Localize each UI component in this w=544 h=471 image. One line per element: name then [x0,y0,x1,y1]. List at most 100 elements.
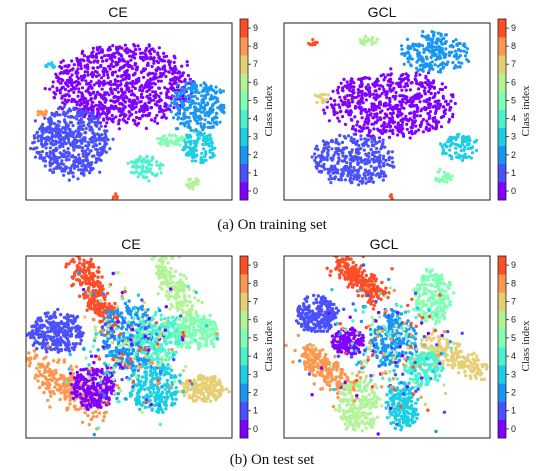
scatter-point-class-0 [76,384,79,387]
scatter-point-class-2 [109,315,112,318]
scatter-point-class-1 [44,164,47,167]
scatter-point-class-8 [69,375,72,378]
scatter-point-class-1 [74,146,77,149]
scatter-point-class-0 [378,94,381,97]
panel-title-gcl-train: GCL [368,4,397,20]
scatter-point-class-2 [183,88,186,91]
scatter-point-class-0 [332,90,335,93]
scatter-point-class-0 [68,79,71,82]
scatter-point-class-0 [424,76,427,79]
scatter-point-class-0 [138,48,141,51]
scatter-point-class-8 [20,374,23,377]
scatter-point-class-0 [86,74,89,77]
scatter-point-class-1 [90,149,93,152]
scatter-point-class-2 [130,321,133,324]
scatter-point-class-1 [75,114,78,117]
scatter-point-class-0 [79,396,82,399]
scatter-point-class-0 [64,100,67,103]
scatter-point-class-0 [164,69,167,72]
scatter-point-class-2 [457,61,460,64]
scatter-point-class-0 [379,111,382,114]
scatter-point-class-0 [366,134,369,137]
scatter-point-class-0 [449,100,452,103]
scatter-point-class-1 [383,173,386,176]
scatter-point-class-3 [213,154,216,157]
scatter-point-class-0 [376,128,379,131]
scatter-point-class-0 [163,86,166,89]
scatter-point-class-8 [37,363,40,366]
scatter-point-class-4 [155,164,158,167]
scatter-point-class-1 [314,156,317,159]
scatter-point-class-0 [346,80,349,83]
scatter-point-class-9 [88,261,91,264]
scatter-point-class-0 [70,73,73,76]
colorbar-tick-label: 4 [511,114,516,124]
scatter-point-class-1 [70,332,73,335]
scatter-point-class-0 [350,119,353,122]
scatter-point-class-2 [215,112,218,115]
scatter-point-class-1 [42,137,45,140]
scatter-point-class-9 [87,288,90,291]
scatter-point-class-3 [200,156,203,159]
scatter-point-class-0 [373,85,376,88]
scatter-point-class-0 [73,98,76,101]
scatter-point-class-1 [76,177,79,180]
scatter-point-class-2 [194,116,197,119]
scatter-point-class-1 [58,327,61,330]
scatter-point-class-0 [102,117,105,120]
scatter-point-class-0 [428,117,431,120]
scatter-point-class-0 [117,91,120,94]
scatter-point-class-0 [124,48,127,51]
scatter-point-class-0 [137,122,140,125]
scatter-point-class-0 [409,136,412,139]
scatter-point-class-2 [400,48,403,51]
scatter-point-class-0 [99,113,102,116]
scatter-point-class-2 [464,54,467,57]
scatter-point-class-1 [36,333,39,336]
scatter-point-class-1 [391,165,394,168]
scatter-point-class-1 [53,325,56,328]
scatter-point-class-5 [437,171,440,174]
scatter-point-class-0 [421,108,424,111]
scatter-point-class-1 [368,161,371,164]
scatter-point-class-1 [359,134,362,137]
scatter-point-class-6 [376,38,379,41]
scatter-point-class-2 [212,126,215,129]
scatter-point-class-0 [333,113,336,116]
scatter-point-class-8 [36,379,39,382]
scatter-point-class-0 [187,74,190,77]
scatter-point-class-0 [347,99,350,102]
scatter-point-class-0 [66,83,69,86]
scatter-point-class-4 [142,157,145,160]
scatter-point-class-1 [52,336,55,339]
colorbar-swatch-7 [240,55,248,73]
scatter-point-class-6 [363,43,366,46]
scatter-point-class-0 [345,110,348,113]
scatter-point-class-3 [454,152,457,155]
colorbar-tick-label: 3 [511,132,516,142]
scatter-point-class-0 [160,80,163,83]
scatter-point-class-5 [168,134,171,137]
scatter-point-class-4 [155,160,158,163]
scatter-point-class-0 [118,84,121,87]
scatter-point-class-2 [185,107,188,110]
scatter-point-class-0 [92,50,95,53]
scatter-point-class-1 [379,154,382,157]
scatter-point-class-1 [64,342,67,345]
scatter-point-class-1 [55,111,58,114]
scatter-point-class-0 [134,62,137,65]
scatter-point-class-0 [407,79,410,82]
scatter-point-class-1 [73,318,76,321]
scatter-point-class-6 [362,40,365,43]
scatter-point-class-0 [388,120,391,123]
scatter-point-class-8 [59,398,62,401]
scatter-point-class-1 [78,132,81,135]
scatter-point-class-1 [91,155,94,158]
scatter-point-class-2 [221,108,224,111]
scatter-point-class-1 [43,335,46,338]
scatter-point-class-1 [391,150,394,153]
scatter-point-class-1 [370,148,373,151]
scatter-point-class-1 [56,338,59,341]
scatter-point-class-1 [356,171,359,174]
scatter-point-class-2 [125,328,128,331]
